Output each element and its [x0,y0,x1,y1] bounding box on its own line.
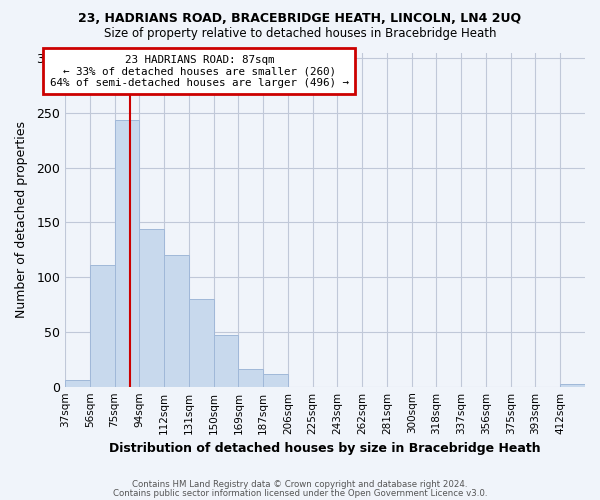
Bar [560,384,585,386]
Bar [238,369,263,386]
Bar [189,299,214,386]
Bar [139,229,164,386]
Bar [115,120,139,386]
Y-axis label: Number of detached properties: Number of detached properties [15,121,28,318]
X-axis label: Distribution of detached houses by size in Bracebridge Heath: Distribution of detached houses by size … [109,442,541,455]
Bar [164,255,189,386]
Text: 23, HADRIANS ROAD, BRACEBRIDGE HEATH, LINCOLN, LN4 2UQ: 23, HADRIANS ROAD, BRACEBRIDGE HEATH, LI… [79,12,521,26]
Text: 23 HADRIANS ROAD: 87sqm
← 33% of detached houses are smaller (260)
64% of semi-d: 23 HADRIANS ROAD: 87sqm ← 33% of detache… [50,54,349,88]
Bar [263,374,288,386]
Bar [214,335,238,386]
Bar [90,265,115,386]
Text: Contains public sector information licensed under the Open Government Licence v3: Contains public sector information licen… [113,488,487,498]
Text: Contains HM Land Registry data © Crown copyright and database right 2024.: Contains HM Land Registry data © Crown c… [132,480,468,489]
Text: Size of property relative to detached houses in Bracebridge Heath: Size of property relative to detached ho… [104,28,496,40]
Bar [65,380,90,386]
